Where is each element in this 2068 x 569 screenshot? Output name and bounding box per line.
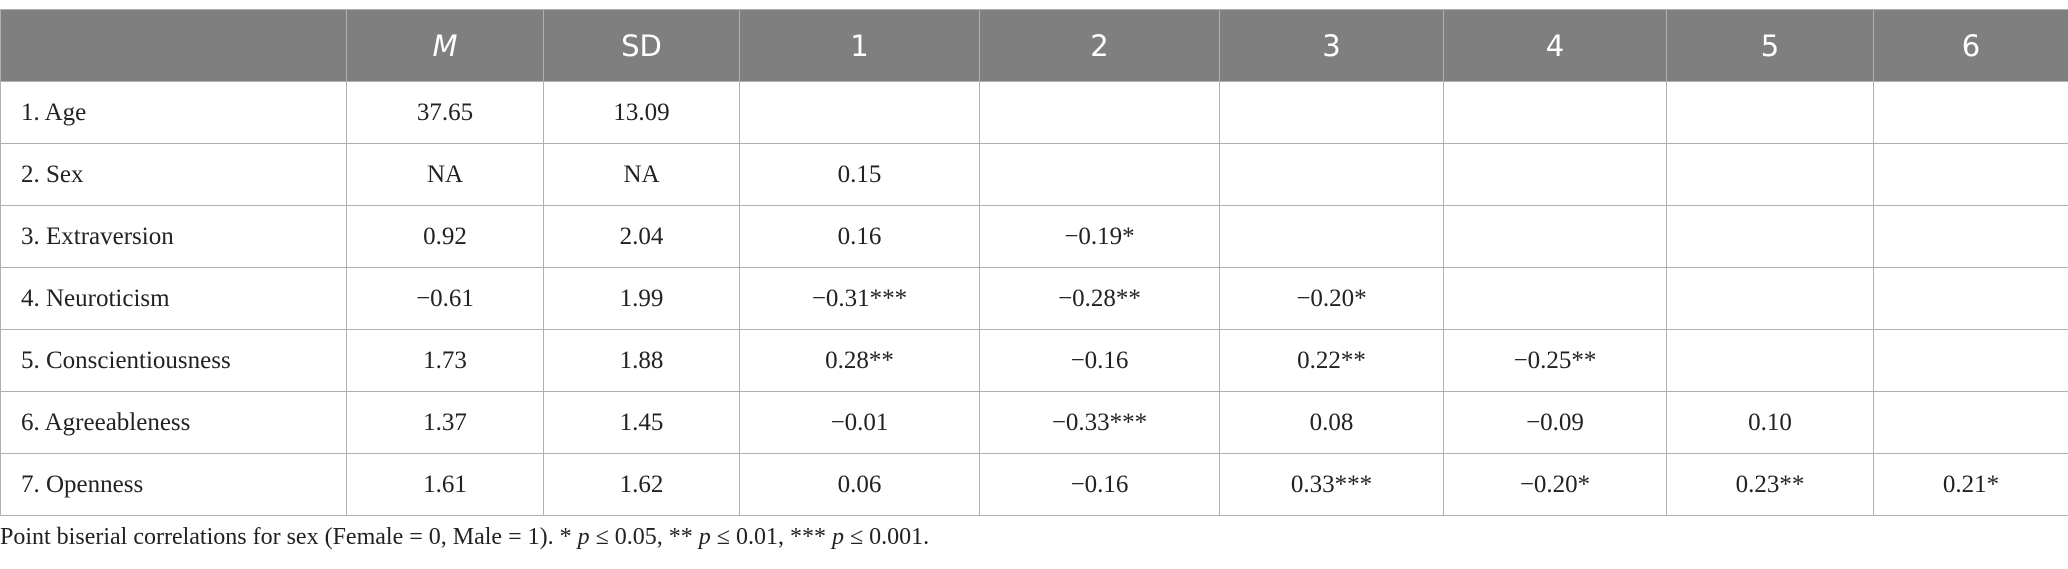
header-cell: 4 [1443, 9, 1667, 82]
cell: 1.88 [543, 329, 740, 392]
row-label: 7. Openness [0, 453, 347, 516]
header-cell: 3 [1219, 9, 1444, 82]
empty-cell [1873, 205, 2068, 268]
empty-cell [1666, 205, 1874, 268]
cell: NA [346, 143, 544, 206]
header-cell: M [346, 9, 544, 82]
cell: 1.99 [543, 267, 740, 330]
cell: −0.20* [1443, 453, 1667, 516]
cell: NA [543, 143, 740, 206]
cell: 1.45 [543, 391, 740, 454]
footnote-part: ≤ 0.05, ** [589, 524, 699, 550]
empty-cell [739, 81, 980, 144]
empty-cell [1219, 81, 1444, 144]
cell: −0.16 [979, 453, 1220, 516]
cell: 0.22** [1219, 329, 1444, 392]
cell: 0.16 [739, 205, 980, 268]
empty-cell [1443, 143, 1667, 206]
cell: −0.19* [979, 205, 1220, 268]
table-row: 1. Age 37.65 13.09 [0, 81, 2068, 144]
empty-cell [1443, 205, 1667, 268]
empty-cell [1873, 267, 2068, 330]
cell: 0.28** [739, 329, 980, 392]
cell: 0.21* [1873, 453, 2068, 516]
header-cell [0, 9, 347, 82]
header-row: M SD 1 2 3 4 5 6 [0, 9, 2068, 82]
header-cell: 5 [1666, 9, 1874, 82]
cell: 1.62 [543, 453, 740, 516]
cell: 0.23** [1666, 453, 1874, 516]
row-label: 3. Extraversion [0, 205, 347, 268]
row-label: 4. Neuroticism [0, 267, 347, 330]
empty-cell [1666, 329, 1874, 392]
cell: −0.09 [1443, 391, 1667, 454]
cell: 0.08 [1219, 391, 1444, 454]
cell: 13.09 [543, 81, 740, 144]
cell: −0.16 [979, 329, 1220, 392]
cell: 1.37 [346, 391, 544, 454]
footnote-part: ≤ 0.01, *** [710, 524, 832, 550]
footnote-part: p [698, 524, 711, 550]
cell: −0.61 [346, 267, 544, 330]
table-row: 4. Neuroticism −0.61 1.99 −0.31*** −0.28** −0… [0, 267, 2068, 330]
empty-cell [1666, 143, 1874, 206]
cell: 1.73 [346, 329, 544, 392]
empty-cell [1873, 391, 2068, 454]
cell: 0.10 [1666, 391, 1874, 454]
empty-cell [1873, 143, 2068, 206]
cell: −0.31*** [739, 267, 980, 330]
header-cell: 2 [979, 9, 1220, 82]
cell: 37.65 [346, 81, 544, 144]
footnote-part: p [831, 524, 844, 550]
cell: −0.28** [979, 267, 1220, 330]
row-label: 6. Agreeableness [0, 391, 347, 454]
cell: 1.61 [346, 453, 544, 516]
row-label: 5. Conscientiousness [0, 329, 347, 392]
footnote-part: ≤ 0.001. [843, 524, 930, 550]
table-row: 5. Conscientiousness 1.73 1.88 0.28** −0.16 0… [0, 329, 2068, 392]
table-row: 2. Sex NA NA 0.15 [0, 143, 2068, 206]
empty-cell [1443, 81, 1667, 144]
footnote: Point biserial correlations for sex (Fem… [0, 524, 929, 551]
cell: 2.04 [543, 205, 740, 268]
cell: 0.06 [739, 453, 980, 516]
empty-cell [979, 81, 1220, 144]
header-cell: SD [543, 9, 740, 82]
empty-cell [1219, 143, 1444, 206]
row-label: 1. Age [0, 81, 347, 144]
footnote-part: Point biserial correlations for sex (Fem… [0, 524, 578, 550]
cell: 0.92 [346, 205, 544, 268]
cell: −0.20* [1219, 267, 1444, 330]
cell: −0.25** [1443, 329, 1667, 392]
empty-cell [1873, 329, 2068, 392]
empty-cell [1666, 81, 1874, 144]
empty-cell [1219, 205, 1444, 268]
table-row: 7. Openness 1.61 1.62 0.06 −0.16 0.33*** −0.20… [0, 453, 2068, 516]
empty-cell [1873, 81, 2068, 144]
cell: −0.01 [739, 391, 980, 454]
cell: 0.33*** [1219, 453, 1444, 516]
table-row: 6. Agreeableness 1.37 1.45 −0.01 −0.33*** 0.0… [0, 391, 2068, 454]
footnote-part: p [577, 524, 590, 550]
cell: −0.33*** [979, 391, 1220, 454]
empty-cell [979, 143, 1220, 206]
header-cell: 6 [1873, 9, 2068, 82]
empty-cell [1666, 267, 1874, 330]
data-table: M SD 1 2 3 4 5 6 1. Age 37.65 13.09 2. Sex NA NA 0.15… [0, 9, 2068, 516]
table-row: 3. Extraversion 0.92 2.04 0.16 −0.19* [0, 205, 2068, 268]
row-label: 2. Sex [0, 143, 347, 206]
header-cell: 1 [739, 9, 980, 82]
empty-cell [1443, 267, 1667, 330]
cell: 0.15 [739, 143, 980, 206]
